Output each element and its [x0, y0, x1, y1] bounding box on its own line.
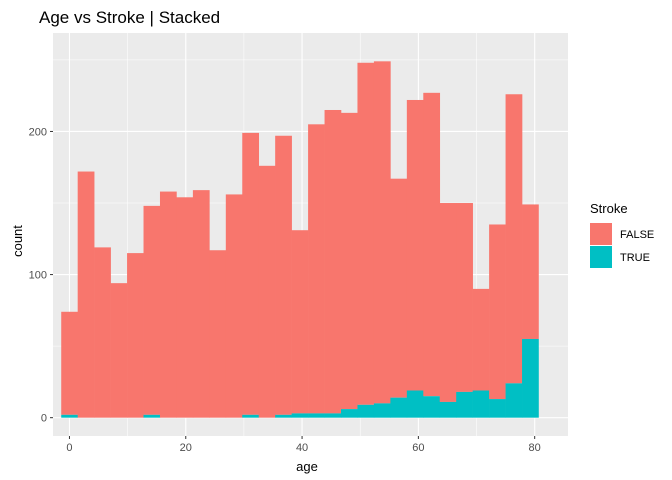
bar-false: [61, 311, 78, 415]
x-tick-label: 60: [412, 442, 424, 454]
x-tick-label: 40: [296, 442, 308, 454]
bar-true: [143, 414, 161, 418]
y-tick-label: 100: [29, 270, 47, 282]
bar-false: [439, 203, 457, 402]
bar-false: [275, 135, 292, 415]
bar-false: [489, 224, 506, 400]
bar-false: [505, 94, 523, 384]
bar-false: [373, 61, 391, 404]
bar-true: [341, 409, 358, 418]
legend-label-false: FALSE: [620, 229, 654, 241]
legend-key-true: [590, 246, 612, 268]
bar-true: [275, 414, 292, 418]
bar-false: [225, 194, 243, 418]
bar-false: [127, 253, 144, 418]
bar-true: [242, 414, 260, 418]
bar-false: [357, 62, 375, 405]
y-tick-label: 200: [29, 126, 47, 138]
bar-true: [505, 383, 523, 418]
bar-true: [291, 413, 309, 418]
bar-false: [94, 247, 111, 418]
y-axis-label: count: [10, 225, 25, 257]
bar-true: [390, 397, 408, 418]
x-tick-label: 80: [529, 442, 541, 454]
bar-true: [308, 413, 325, 418]
bar-false: [522, 204, 539, 339]
legend: Stroke FALSE TRUE: [590, 201, 654, 268]
bar-false: [341, 112, 358, 410]
x-axis-ticks: 0 20 40 60 80: [66, 436, 541, 454]
bar-false: [423, 92, 441, 397]
x-tick-label: 0: [66, 442, 72, 454]
y-axis-ticks: 0 100 200: [29, 126, 53, 425]
bar-false: [472, 288, 490, 391]
bar-true: [522, 338, 539, 418]
bar-false: [110, 283, 128, 418]
bar-false: [242, 132, 260, 415]
bar-true: [423, 396, 441, 418]
bar-false: [291, 230, 309, 414]
bar-false: [390, 178, 408, 398]
x-axis-label: age: [296, 459, 318, 474]
bar-true: [324, 413, 342, 418]
bar-true: [472, 390, 490, 418]
bar-false: [324, 109, 342, 414]
legend-key-false: [590, 223, 612, 245]
bar-true: [61, 414, 78, 418]
bar-true: [439, 401, 457, 418]
bar-true: [357, 404, 375, 418]
legend-title: Stroke: [590, 201, 628, 216]
y-tick-label: 0: [41, 413, 47, 425]
bar-false: [258, 165, 276, 418]
bar-true: [373, 403, 391, 418]
bar-false: [456, 203, 473, 392]
bar-false: [77, 171, 95, 418]
chart-title: Age vs Stroke | Stacked: [39, 8, 220, 27]
bar-false: [143, 205, 161, 415]
bar-true: [406, 390, 424, 418]
bar-false: [176, 197, 194, 418]
bar-false: [209, 250, 227, 418]
x-tick-label: 20: [180, 442, 192, 454]
bar-true: [456, 391, 473, 418]
legend-label-true: TRUE: [620, 252, 650, 264]
bars-layer: [61, 61, 539, 418]
bar-false: [406, 99, 424, 391]
bar-false: [159, 191, 177, 418]
bar-false: [192, 190, 210, 418]
bar-false: [308, 124, 325, 414]
bar-true: [489, 399, 506, 418]
